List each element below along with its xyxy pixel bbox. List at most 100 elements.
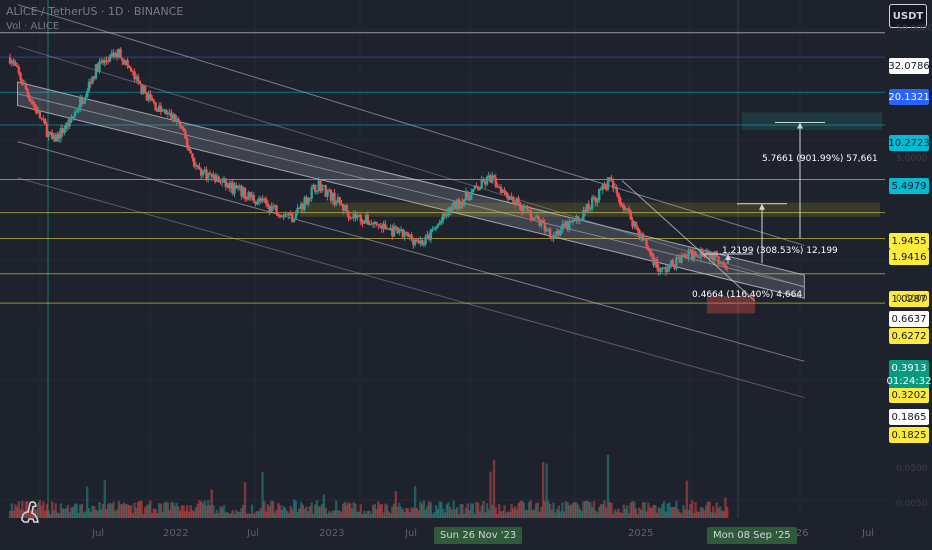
candle-body bbox=[420, 240, 424, 245]
price-tag-5: 1.9416 bbox=[889, 249, 929, 265]
volume-bar bbox=[485, 503, 489, 518]
volume-bar bbox=[576, 504, 580, 518]
volume-bar bbox=[313, 504, 317, 518]
candle-body bbox=[75, 111, 78, 113]
volume-bar bbox=[72, 506, 75, 518]
volume-bar bbox=[199, 501, 203, 518]
volume-bar bbox=[133, 502, 136, 518]
candle-body bbox=[457, 199, 461, 209]
volume-bar bbox=[450, 509, 454, 518]
projection-line bbox=[621, 180, 756, 302]
volume-bar bbox=[503, 505, 506, 518]
candle-body bbox=[573, 220, 576, 222]
volume-bar bbox=[219, 506, 222, 518]
volume-bar bbox=[392, 503, 396, 518]
candle-body bbox=[333, 192, 336, 205]
symbol-title: ALICE / TetherUS · 1D · BINANCE bbox=[6, 5, 184, 18]
candle-body bbox=[569, 221, 573, 223]
candle-body bbox=[310, 187, 313, 199]
candle-body bbox=[524, 206, 527, 208]
candle-body bbox=[122, 60, 126, 65]
volume-bar bbox=[661, 503, 664, 518]
candle-body bbox=[50, 133, 54, 140]
candle-body bbox=[143, 85, 147, 93]
volume-bar bbox=[52, 510, 56, 518]
volume-bar bbox=[569, 504, 573, 518]
volume-bar bbox=[484, 512, 487, 518]
candle-body bbox=[320, 186, 324, 192]
volume-bar bbox=[347, 502, 350, 518]
volume-bar bbox=[473, 513, 476, 518]
volume-bar bbox=[331, 510, 334, 518]
volume-bar bbox=[455, 507, 459, 518]
volume-bar bbox=[336, 510, 340, 518]
volume-bar bbox=[710, 512, 713, 518]
candle-body bbox=[620, 204, 624, 206]
volume-bar bbox=[617, 508, 620, 518]
candle-body bbox=[203, 169, 206, 172]
candle-body bbox=[498, 187, 501, 189]
volume-bar bbox=[724, 497, 727, 518]
volume-bar bbox=[711, 506, 715, 518]
candle-body bbox=[662, 267, 666, 269]
candle-body bbox=[699, 250, 703, 258]
volume-bar bbox=[284, 507, 287, 518]
price-tag-11: 0.1865 bbox=[889, 409, 929, 425]
volume-bar bbox=[426, 505, 429, 518]
volume-bar bbox=[615, 511, 618, 518]
volume-bar bbox=[634, 508, 638, 518]
candle-body bbox=[519, 202, 522, 210]
volume-bar bbox=[15, 506, 19, 518]
candle-body bbox=[57, 133, 61, 139]
volume-bar bbox=[371, 505, 375, 518]
volume-bar bbox=[368, 510, 371, 518]
candle-body bbox=[697, 256, 701, 258]
target-label-1: 1.2199 (308.53%) 12,199 bbox=[722, 246, 838, 256]
candle-body bbox=[373, 221, 376, 225]
candle-body bbox=[299, 204, 303, 209]
candle-body bbox=[641, 233, 645, 241]
price-tag-6: 1.0287 bbox=[889, 291, 929, 307]
volume-bar bbox=[170, 502, 173, 518]
volume-bar bbox=[694, 502, 697, 518]
volume-bar bbox=[522, 502, 526, 518]
candle-body bbox=[690, 249, 694, 259]
volume-bar bbox=[445, 504, 448, 518]
currency-button[interactable]: USDT bbox=[889, 4, 927, 28]
candle-body bbox=[438, 222, 441, 225]
volume-legend: Vol · ALICE bbox=[6, 21, 60, 32]
volume-bar bbox=[468, 510, 471, 518]
volume-bar bbox=[150, 513, 154, 518]
candle-body bbox=[327, 189, 331, 192]
volume-bar bbox=[35, 509, 38, 518]
candle-body bbox=[520, 209, 524, 212]
volume-bar bbox=[38, 500, 42, 518]
candle-body bbox=[708, 252, 711, 259]
candle-body bbox=[59, 128, 63, 139]
volume-bar bbox=[105, 508, 108, 518]
volume-bar bbox=[124, 503, 128, 518]
volume-bar bbox=[333, 510, 336, 518]
candle-body bbox=[285, 214, 289, 216]
volume-bar bbox=[620, 512, 624, 518]
dinosaur-logo-icon[interactable] bbox=[16, 498, 44, 526]
volume-bar bbox=[718, 506, 722, 518]
candle-body bbox=[538, 219, 541, 226]
candle-body bbox=[484, 181, 487, 185]
volume-bar bbox=[713, 512, 717, 518]
candle-body bbox=[598, 188, 601, 201]
volume-bar bbox=[447, 501, 450, 518]
volume-bar bbox=[256, 510, 259, 518]
volume-bar bbox=[436, 508, 440, 518]
candle-body bbox=[56, 133, 59, 142]
candle-body bbox=[503, 189, 506, 193]
candle-body bbox=[562, 223, 566, 227]
volume-bar bbox=[287, 512, 291, 518]
scale-label-2: 0.5000 bbox=[896, 294, 928, 304]
candle-body bbox=[612, 181, 615, 189]
candle-body bbox=[427, 234, 431, 240]
candle-body bbox=[583, 209, 587, 213]
volume-bar bbox=[555, 509, 559, 518]
candle-body bbox=[178, 121, 182, 127]
